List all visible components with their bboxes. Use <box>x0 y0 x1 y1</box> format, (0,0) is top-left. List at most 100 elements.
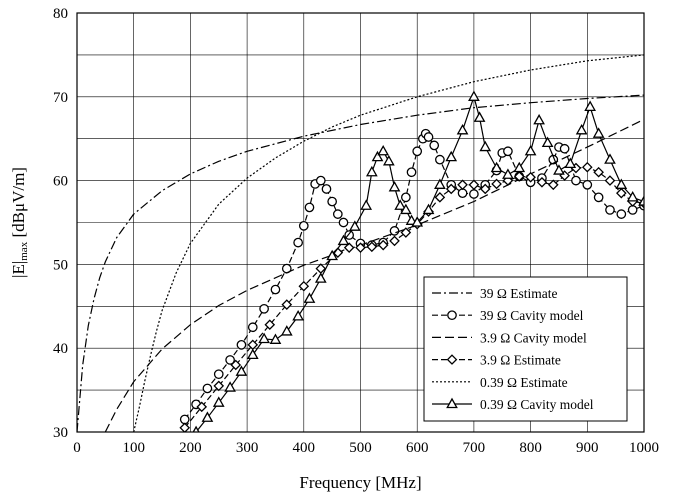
data-point <box>582 179 593 190</box>
x-axis-title: Frequency [MHz] <box>299 473 421 492</box>
x-tick-labels: 0 100 200 300 400 500 600 700 800 900 1000 <box>73 440 659 456</box>
data-point <box>389 226 400 236</box>
y-tick-label: 50 <box>53 257 68 273</box>
legend-marker <box>446 354 458 365</box>
data-point <box>371 150 384 162</box>
legend-box <box>423 276 628 422</box>
data-point <box>281 299 293 310</box>
data-point <box>315 175 326 186</box>
data-point <box>524 144 537 156</box>
data-point <box>445 183 457 195</box>
data-point <box>469 189 479 199</box>
data-point <box>513 171 525 182</box>
x-tick-label: 900 <box>576 440 599 456</box>
data-point <box>270 284 281 295</box>
data-point <box>571 175 581 186</box>
data-point <box>293 237 303 248</box>
x-tick-label: 1000 <box>629 440 659 456</box>
data-point <box>400 203 412 215</box>
data-point <box>445 150 458 162</box>
plot-border <box>76 12 645 433</box>
legend-label: 39 Ω Cavity model <box>480 308 584 323</box>
data-point <box>332 209 343 219</box>
data-point <box>292 310 304 321</box>
x-tick-label: 300 <box>236 440 259 456</box>
data-point <box>212 396 225 407</box>
data-point <box>457 179 468 191</box>
data-point <box>479 140 492 152</box>
data-point <box>456 123 469 135</box>
legend-entry: 39 Ω Estimate <box>432 286 558 301</box>
data-point <box>377 239 389 251</box>
data-point <box>615 178 628 189</box>
legend-entry: 0.39 Ω Cavity model <box>432 397 594 412</box>
data-point <box>593 166 604 178</box>
legend-label: 3.9 Ω Estimate <box>480 353 561 368</box>
data-point <box>179 422 191 432</box>
y-tick-label: 70 <box>53 90 68 106</box>
data-point <box>435 154 445 165</box>
data-point <box>605 205 615 215</box>
data-point <box>338 217 349 228</box>
data-point <box>355 242 366 253</box>
x-tick-label: 700 <box>463 440 486 456</box>
legend-label: 0.39 Ω Estimate <box>480 375 568 390</box>
data-point <box>304 202 315 213</box>
data-point <box>348 220 361 231</box>
data-point <box>626 191 639 202</box>
data-point <box>258 332 270 344</box>
series-line <box>77 94 644 432</box>
data-point <box>298 221 309 231</box>
data-point <box>616 209 627 219</box>
data-point <box>536 176 548 188</box>
series-2 <box>179 128 644 425</box>
y-tick-label: 60 <box>53 174 68 190</box>
legend-entry: 0.39 Ω Estimate <box>432 375 568 390</box>
data-point <box>502 168 514 179</box>
data-point <box>434 178 446 189</box>
data-point <box>473 111 486 122</box>
data-point <box>468 90 480 101</box>
data-point <box>236 339 247 350</box>
y-axis-title: |E|max [dBμV/m] <box>9 167 30 278</box>
data-point <box>423 132 434 142</box>
data-point <box>360 199 373 210</box>
data-point <box>326 249 339 261</box>
y-axis-title-main: |E| <box>9 261 28 278</box>
x-tick-label: 800 <box>519 440 542 456</box>
data-point <box>388 180 401 192</box>
data-point <box>382 154 395 166</box>
y-tick-label: 40 <box>53 341 68 357</box>
data-point <box>225 355 235 365</box>
series-line <box>133 54 644 432</box>
data-point <box>314 272 327 283</box>
data-point <box>533 113 545 125</box>
data-point <box>553 164 565 175</box>
data-point <box>321 184 332 194</box>
legend-label: 3.9 Ω Cavity model <box>480 330 587 345</box>
y-axis-title-subscript: max <box>18 241 30 260</box>
data-point <box>213 369 224 380</box>
data-point <box>638 195 644 206</box>
data-point <box>457 188 468 199</box>
data-point <box>264 319 276 331</box>
legend-label: 39 Ω Estimate <box>480 286 558 301</box>
data-point <box>394 199 407 210</box>
data-point <box>201 411 214 422</box>
data-point <box>327 196 337 207</box>
data-point <box>422 203 435 215</box>
series-1 <box>77 94 644 432</box>
y-tick-labels: 30 40 50 60 70 80 <box>53 6 68 441</box>
data-point <box>259 303 269 314</box>
data-point <box>547 179 559 191</box>
legend-label: 0.39 Ω Cavity model <box>480 397 594 412</box>
data-point <box>434 192 446 203</box>
x-tick-label: 500 <box>349 440 372 456</box>
data-point <box>400 227 412 238</box>
data-point <box>406 167 417 178</box>
data-point <box>280 325 293 336</box>
legend-marker <box>447 310 457 321</box>
x-tick-label: 400 <box>293 440 316 456</box>
data-point <box>389 235 400 247</box>
data-point <box>525 171 536 183</box>
